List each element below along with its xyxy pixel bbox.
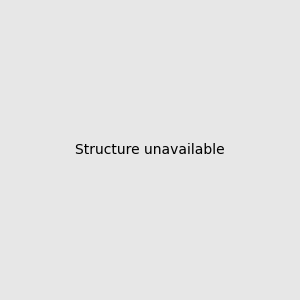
- Text: Structure unavailable: Structure unavailable: [75, 143, 225, 157]
